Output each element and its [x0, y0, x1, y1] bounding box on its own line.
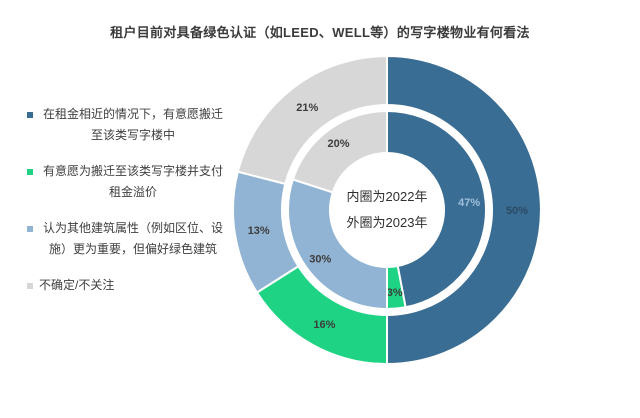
donut-slice-outer-3: [236, 54, 388, 186]
legend-item-2: 认为其他建筑属性（例如区位、设施）更为重要，但偏好绿色建筑: [27, 218, 227, 260]
donut-slice-inner-0: [386, 109, 487, 309]
legend-bullet-icon: [27, 169, 33, 175]
center-note: 内圈为2022年 外圈为2023年: [347, 184, 428, 236]
legend-item-1: 有意愿为搬迁至该类写字楼并支付租金溢价: [27, 161, 227, 203]
donut-label-inner-1: 3%: [387, 287, 403, 299]
legend-bullet-icon: [27, 226, 33, 232]
legend-item-label: 在租金相近的情况下，有意愿搬迁至该类写字楼中: [42, 107, 223, 142]
legend-item-0: 在租金相近的情况下，有意愿搬迁至该类写字楼中: [27, 104, 227, 146]
donut-label-inner-3: 20%: [327, 138, 349, 150]
donut-label-inner-0: 47%: [458, 197, 480, 209]
donut-label-inner-2: 30%: [309, 253, 331, 265]
legend: 在租金相近的情况下，有意愿搬迁至该类写字楼中 有意愿为搬迁至该类写字楼并支付租金溢…: [27, 104, 227, 296]
legend-item-label: 认为其他建筑属性（例如区位、设施）更为重要，但偏好绿色建筑: [42, 221, 223, 256]
chart-title: 租户目前对具备绿色认证（如LEED、WELL等）的写字楼物业有何看法: [110, 25, 530, 40]
legend-item-label: 不确定/不关注: [39, 278, 115, 292]
donut-slice-outer-0: [386, 54, 542, 366]
legend-bullet-icon: [27, 112, 33, 118]
donut-label-outer-3: 21%: [296, 102, 318, 114]
donut-slice-inner-2: [287, 178, 388, 311]
center-note-line2: 外圈为2023年: [346, 215, 428, 230]
donut-slice-inner-3: [291, 109, 388, 194]
legend-item-3: 不确定/不关注: [27, 275, 227, 296]
center-note-line1: 内圈为2022年: [346, 189, 428, 204]
legend-bullet-icon: [27, 283, 33, 289]
donut-label-outer-1: 16%: [313, 319, 335, 331]
donut-label-outer-2: 13%: [248, 225, 270, 237]
donut-label-outer-0: 50%: [506, 205, 528, 217]
legend-item-label: 有意愿为搬迁至该类写字楼并支付租金溢价: [42, 164, 223, 199]
